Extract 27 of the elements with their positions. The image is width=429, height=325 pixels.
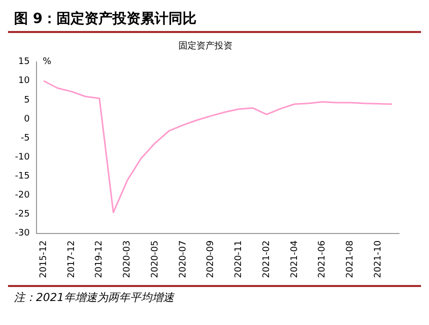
y-tick-label: 0 [24,114,30,124]
y-tick-label: 10 [18,76,30,86]
x-tick-label: 2020-03 [122,240,133,278]
x-tick-label: 2020-11 [234,240,244,278]
x-tick-label: 2017-12 [66,240,77,278]
text: 注：2021年增速为两年平均增速 [8,287,421,305]
x-tick-label: 2020-09 [206,240,216,278]
x-tick-label: 2021-02 [262,240,272,278]
y-tick-label: 5 [24,95,30,106]
y-tick-label: -10 [14,152,30,162]
x-tick-label: 2021-10 [373,240,384,278]
y-axis-title: % [42,57,52,68]
x-tick-label: 2021-04 [290,240,300,278]
x-tick-label: 2019-12 [94,240,105,278]
y-tick-label: 15 [18,57,30,68]
x-tick-label: 2015-12 [39,240,50,278]
x-tick-label: 2021-08 [346,240,356,278]
x-tick-label: 2020-07 [178,240,188,278]
chart-title: 图 9：固定资产投资累计同比 [8,8,421,33]
x-tick-label: 2021-06 [318,240,328,278]
y-tick-label: -5 [20,133,30,144]
y-tick-label: -25 [14,210,30,220]
y-tick-label: -20 [14,190,30,201]
y-tick-label: -30 [14,228,30,239]
y-tick-label: -15 [14,172,30,182]
chart-subtitle: 固定资产投资 [178,40,232,52]
x-tick-label: 2020-05 [150,240,160,278]
